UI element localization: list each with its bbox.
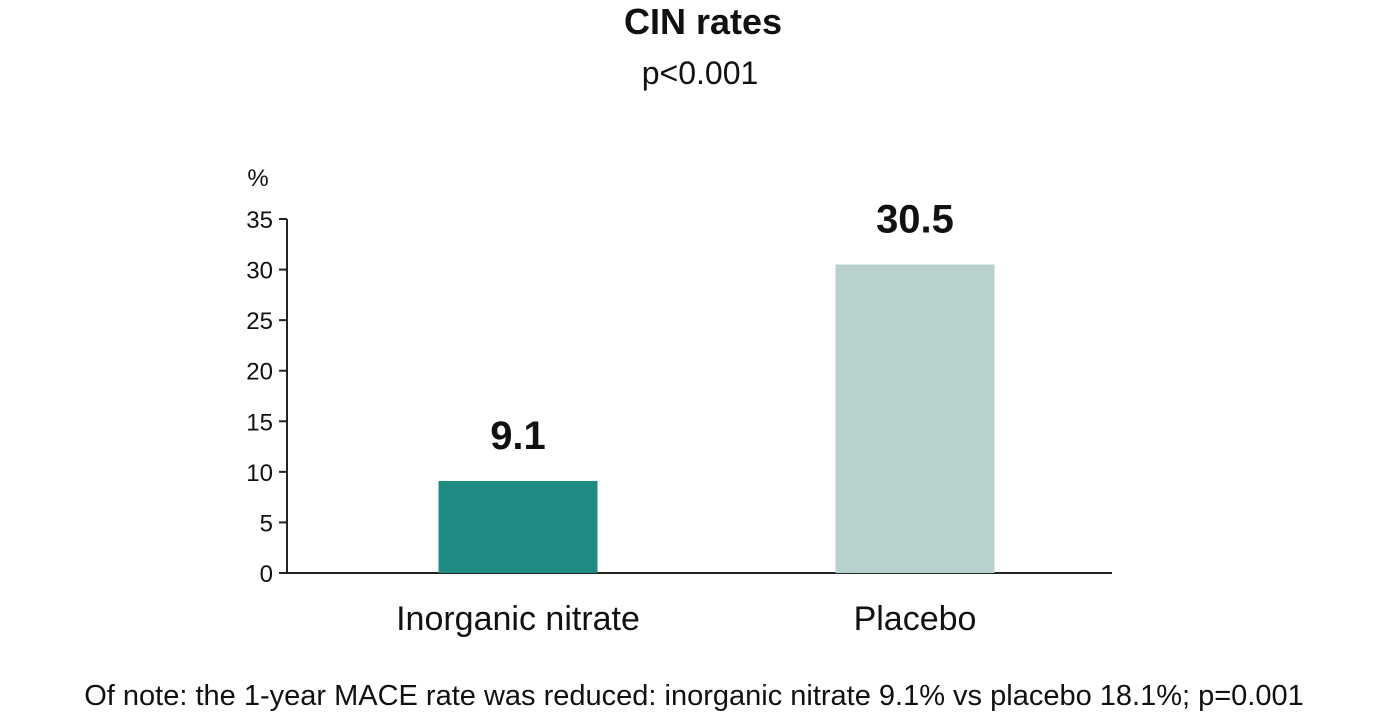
bar-value-label: 9.1 [490,414,546,458]
x-category-label: Placebo [854,600,977,638]
y-tick-label: 25 [246,308,273,335]
bar [438,480,598,573]
x-category-label: Inorganic nitrate [396,600,640,638]
labels: 9.1 Inorganic nitrate 30.5 Placebo [396,198,976,638]
chart-subtitle: p<0.001 [642,55,759,91]
chart-title: CIN rates [624,1,782,42]
y-tick-label: 20 [246,359,273,386]
bar [835,264,995,573]
y-tick-label: 30 [246,258,273,285]
bars [438,264,995,573]
y-tick-label: 35 [246,207,273,234]
y-tick-label: 5 [260,510,273,537]
y-axis-unit-label: % [247,165,268,192]
y-tick-label: 0 [260,561,273,588]
bar-value-label: 30.5 [876,198,954,242]
y-tick-label: 10 [246,460,273,487]
footnote: Of note: the 1-year MACE rate was reduce… [84,680,1304,712]
axes: 0 5 10 15 20 25 30 35 [246,207,1112,588]
y-tick-label: 15 [246,409,273,436]
